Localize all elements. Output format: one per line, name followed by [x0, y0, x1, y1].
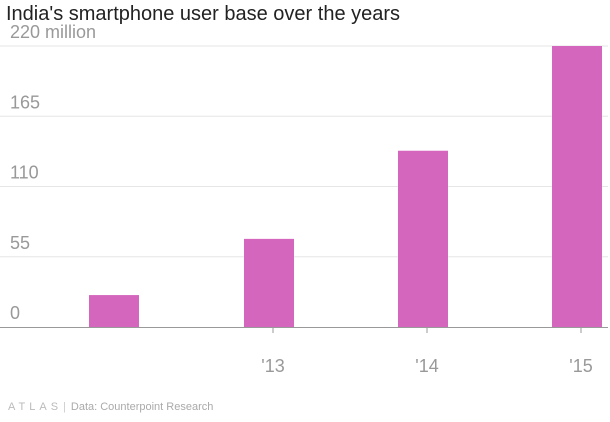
- bar: [244, 238, 294, 327]
- y-tick-label: 55: [10, 233, 30, 253]
- bar: [552, 46, 602, 327]
- gridlines: [0, 45, 608, 258]
- y-tick-label: 0: [10, 303, 20, 323]
- y-axis-ticks: 0 55 110 165 220 million: [10, 22, 96, 323]
- x-tick-label: '15: [569, 356, 592, 376]
- x-tick-label: '13: [261, 356, 284, 376]
- bar: [398, 150, 448, 327]
- chart-title: India's smartphone user base over the ye…: [6, 3, 401, 25]
- x-axis-ticks: '13 '14 '15: [261, 327, 593, 376]
- x-tick-label: '14: [415, 356, 438, 376]
- y-tick-label: 110: [10, 163, 39, 183]
- y-tick-label: 220 million: [10, 22, 96, 42]
- y-tick-label: 165: [10, 92, 40, 112]
- bar-chart: 0 55 110 165 220 million '13 '14 '15: [0, 22, 608, 376]
- atlas-logo: ATLAS: [8, 401, 63, 413]
- footer-separator: |: [63, 401, 66, 413]
- bars: [89, 46, 602, 327]
- chart-footer: ATLAS| Data: Counterpoint Research: [8, 401, 213, 413]
- bar: [89, 295, 139, 327]
- data-source: Data: Counterpoint Research: [70, 401, 214, 413]
